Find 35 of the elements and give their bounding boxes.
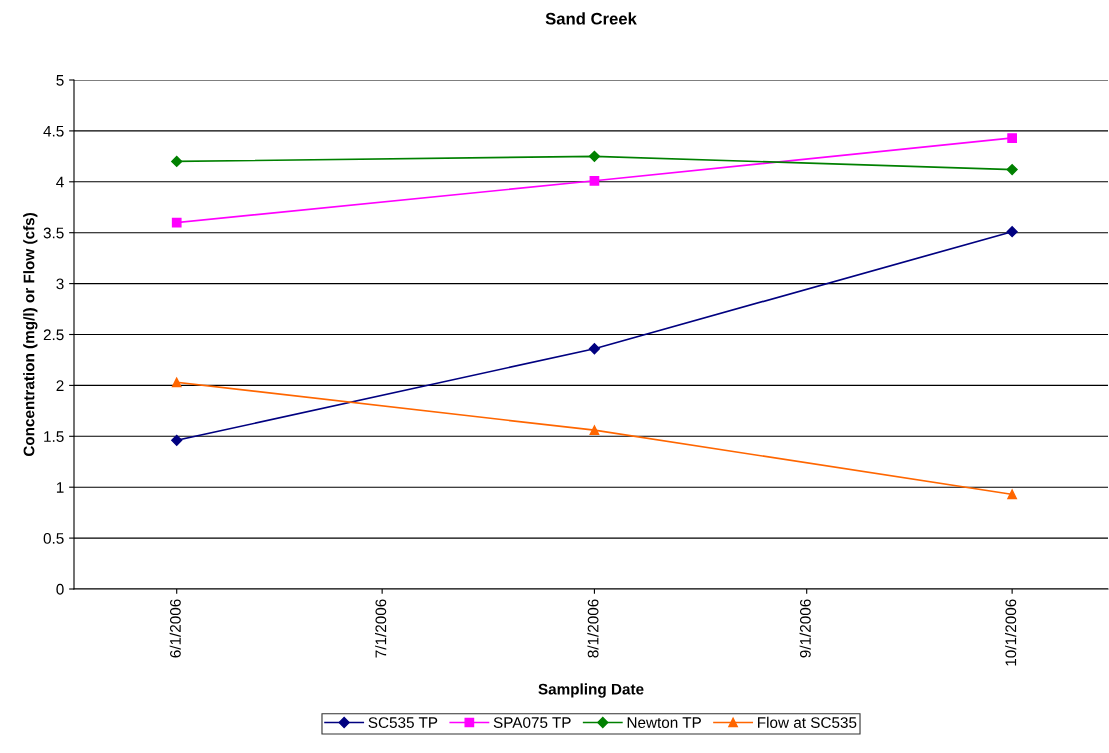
point (589, 175, 600, 186)
x-tick-label: 7/1/2006 (375, 599, 387, 658)
point (1006, 226, 1018, 238)
legend-label: SC535 TP (368, 717, 438, 728)
y-tick-label: 3.5 (43, 227, 64, 239)
x-tick-label: 8/1/2006 (587, 599, 599, 658)
y-tick-label: 2.5 (43, 329, 64, 341)
legend-label: SPA075 TP (493, 717, 571, 728)
y-tick-label: 0 (56, 583, 64, 595)
point (171, 377, 182, 388)
point (171, 434, 183, 446)
point (588, 150, 601, 162)
point (171, 155, 183, 168)
y-tick-label: 5 (56, 75, 64, 86)
y-tick-label: 4.5 (43, 125, 64, 137)
point (171, 217, 182, 228)
x-tick-label: 6/1/2006 (169, 599, 181, 658)
y-tick-label: 1.5 (44, 431, 64, 442)
point (588, 343, 601, 355)
legend-label: Newton TP (627, 717, 701, 728)
point (1007, 133, 1017, 143)
y-axis-title: Concentration (mg/l) or Flow (cfs) (23, 213, 38, 457)
y-tick-label: 0.5 (43, 532, 64, 544)
chart-title: Sand Creek (545, 12, 637, 25)
y-tick-label: 4 (56, 176, 64, 188)
x-tick-label: 9/1/2006 (799, 599, 811, 658)
legend-label: Flow at SC535 (758, 716, 857, 728)
point (1006, 163, 1018, 176)
x-axis-title: Sampling Date (538, 683, 644, 698)
y-tick-label: 1 (56, 482, 64, 493)
y-tick-label: 2 (56, 380, 64, 391)
point (589, 425, 600, 436)
point (1007, 489, 1017, 500)
y-tick-label: 3 (56, 278, 64, 290)
x-tick-label: 10/1/2006 (1005, 599, 1017, 666)
